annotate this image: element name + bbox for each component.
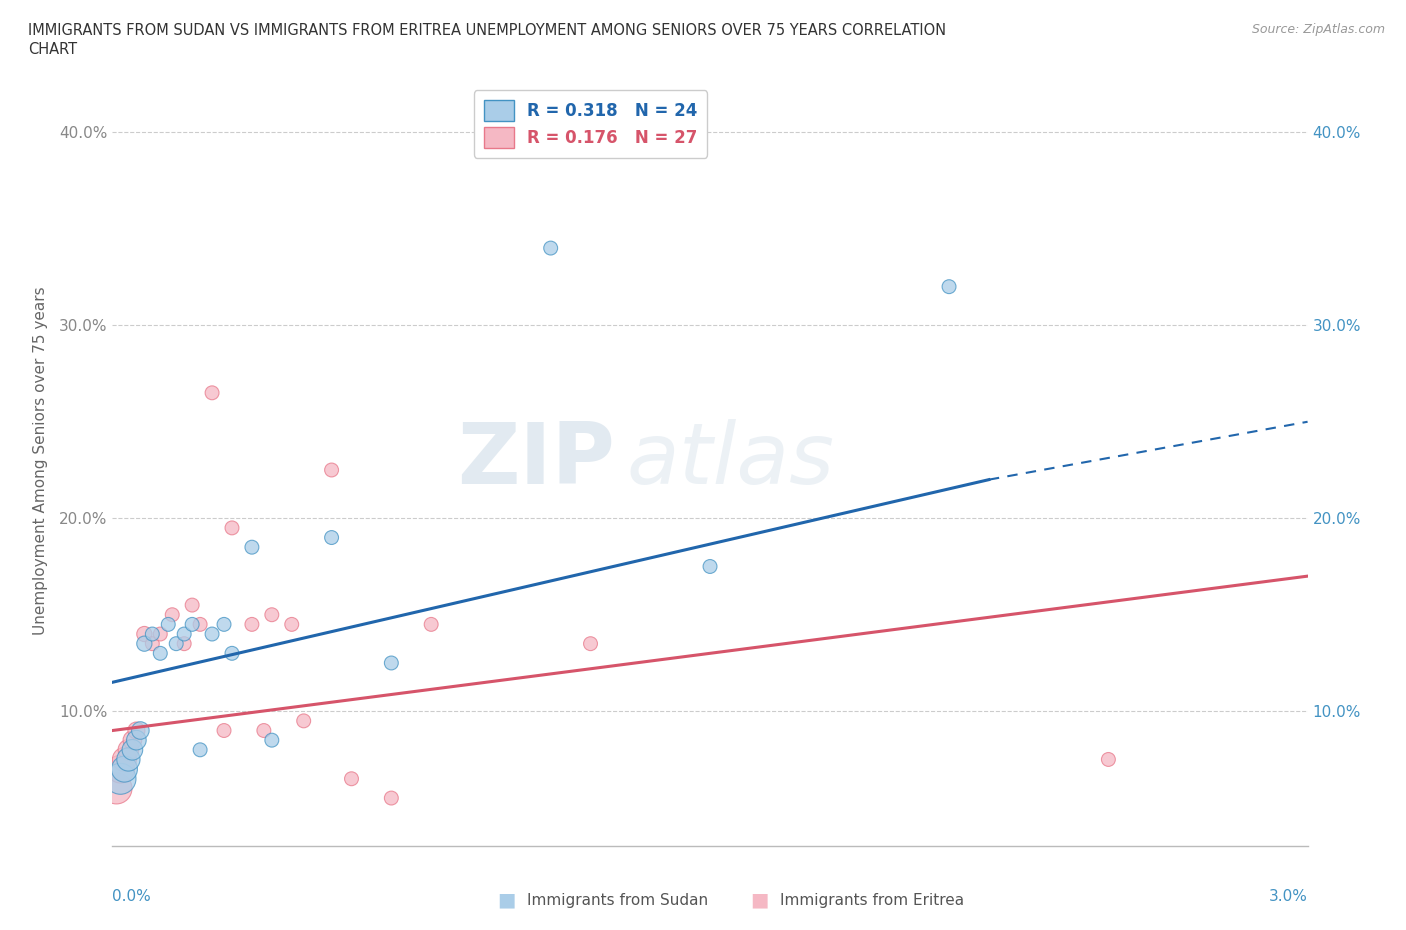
Y-axis label: Unemployment Among Seniors over 75 years: Unemployment Among Seniors over 75 years xyxy=(32,286,48,634)
Point xyxy=(114,752,135,767)
Point xyxy=(380,656,402,671)
Point xyxy=(121,733,143,748)
Point xyxy=(240,539,263,554)
Point xyxy=(201,627,224,642)
Point xyxy=(188,617,211,631)
Point xyxy=(110,762,132,777)
Point xyxy=(181,598,204,613)
Point xyxy=(240,617,263,631)
Text: Immigrants from Eritrea: Immigrants from Eritrea xyxy=(780,893,965,908)
Text: 3.0%: 3.0% xyxy=(1268,889,1308,904)
Point xyxy=(221,521,243,536)
Point xyxy=(181,617,204,631)
Point xyxy=(321,462,343,477)
Point xyxy=(292,713,315,728)
Text: Source: ZipAtlas.com: Source: ZipAtlas.com xyxy=(1251,23,1385,36)
Point xyxy=(141,627,163,642)
Point xyxy=(110,771,132,786)
Point xyxy=(134,627,156,642)
Point xyxy=(420,617,443,631)
Point xyxy=(188,742,211,757)
Text: ■: ■ xyxy=(496,891,516,910)
Point xyxy=(125,724,148,738)
Point xyxy=(260,607,283,622)
Point xyxy=(117,742,139,757)
Point xyxy=(173,627,195,642)
Point xyxy=(125,733,148,748)
Point xyxy=(253,724,276,738)
Text: atlas: atlas xyxy=(627,418,834,502)
Point xyxy=(212,617,235,631)
Point xyxy=(114,762,135,777)
Point xyxy=(380,790,402,805)
Point xyxy=(579,636,602,651)
Point xyxy=(201,385,224,400)
Point xyxy=(121,742,143,757)
Text: ■: ■ xyxy=(749,891,769,910)
Text: ZIP: ZIP xyxy=(457,418,614,502)
Point xyxy=(162,607,183,622)
Text: CHART: CHART xyxy=(28,42,77,57)
Point xyxy=(105,781,128,796)
Point xyxy=(134,636,156,651)
Point xyxy=(938,279,960,294)
Point xyxy=(173,636,195,651)
Point xyxy=(149,627,172,642)
Point xyxy=(321,530,343,545)
Point xyxy=(129,724,152,738)
Text: IMMIGRANTS FROM SUDAN VS IMMIGRANTS FROM ERITREA UNEMPLOYMENT AMONG SENIORS OVER: IMMIGRANTS FROM SUDAN VS IMMIGRANTS FROM… xyxy=(28,23,946,38)
Point xyxy=(540,241,562,256)
Point xyxy=(1097,752,1119,767)
Point xyxy=(149,645,172,660)
Text: Immigrants from Sudan: Immigrants from Sudan xyxy=(527,893,709,908)
Point xyxy=(281,617,304,631)
Point xyxy=(699,559,721,574)
Point xyxy=(165,636,187,651)
Legend: R = 0.318   N = 24, R = 0.176   N = 27: R = 0.318 N = 24, R = 0.176 N = 27 xyxy=(474,90,707,158)
Point xyxy=(141,636,163,651)
Point xyxy=(260,733,283,748)
Point xyxy=(157,617,180,631)
Point xyxy=(340,771,363,786)
Text: 0.0%: 0.0% xyxy=(112,889,152,904)
Point xyxy=(212,724,235,738)
Point xyxy=(221,645,243,660)
Point xyxy=(117,752,139,767)
